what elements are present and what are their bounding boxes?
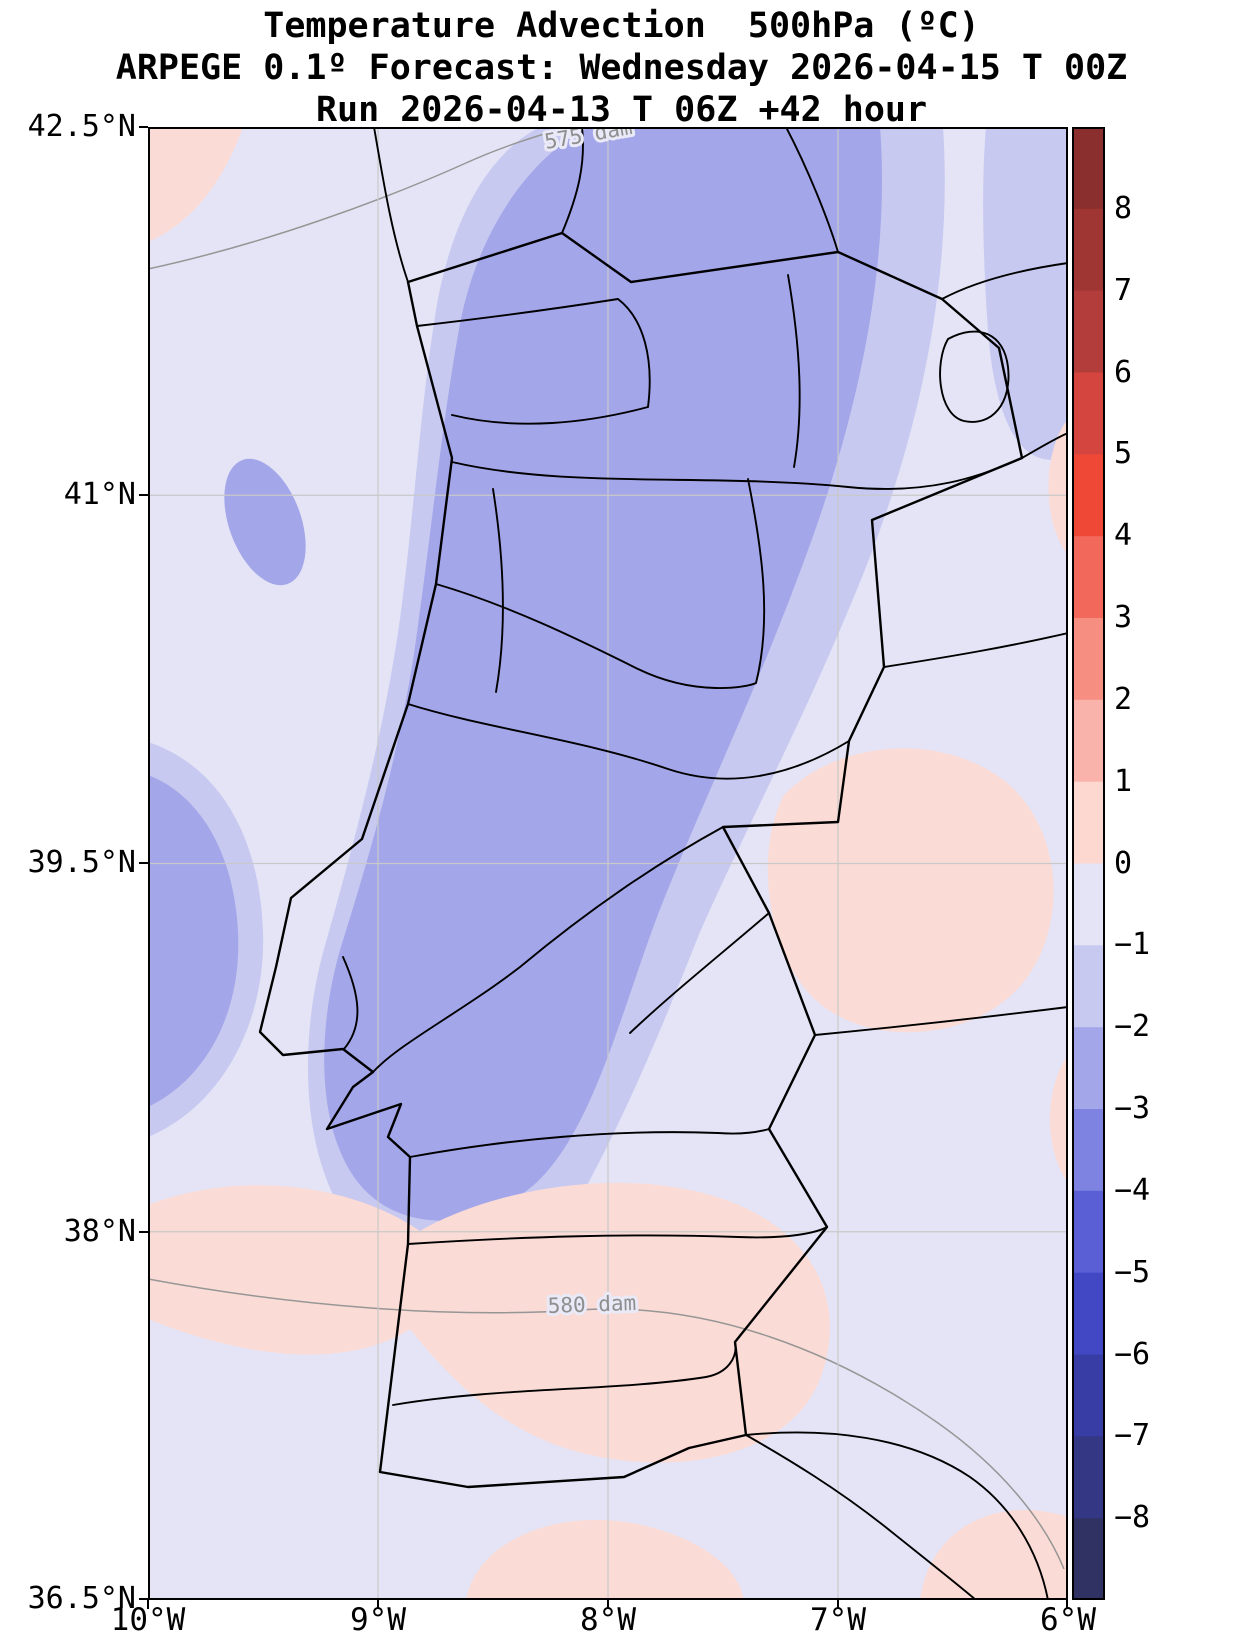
colorbar-tick-label: −1 (1114, 927, 1151, 962)
y-tick-label: 39.5°N (27, 845, 136, 880)
warm-advection-fill-se-corner (920, 1509, 1068, 1600)
portugal-boundary (258, 231, 1024, 1489)
colorbar (1072, 127, 1105, 1600)
warm-advection-fill-edge-strip (1048, 419, 1068, 555)
x-tick-mark (1066, 1600, 1068, 1609)
colorbar-tick-label: −8 (1114, 1500, 1151, 1535)
colorbar-segment (1072, 1354, 1105, 1437)
cold-advection-fill-core (324, 127, 883, 1221)
x-tick-mark (607, 1600, 609, 1609)
colorbar-segment (1072, 618, 1105, 701)
colorbar-tick-label: −3 (1114, 1091, 1151, 1126)
warm-advection-fill-nw (148, 127, 243, 242)
colorbar-segment (1072, 208, 1105, 292)
chart-run-info: Run 2026-04-13 T 06Z +42 hour (315, 90, 928, 130)
warm-advection-fill-east (767, 748, 1054, 1033)
gridlines (148, 127, 1068, 1600)
colorbar-tick-label: 2 (1114, 682, 1133, 717)
colorbar-tick-label: 4 (1114, 518, 1133, 553)
colorbar-segment (1072, 1436, 1105, 1519)
y-tick-label: 38°N (63, 1214, 136, 1249)
x-tick-label: 6°W (1040, 1602, 1096, 1638)
warm-advection-fill-south-edge (466, 1519, 744, 1600)
colorbar-tick-label: 6 (1114, 355, 1133, 390)
geopotential-contour-575 (148, 127, 570, 270)
colorbar-segment (1072, 454, 1105, 537)
spain-province-boundaries (745, 127, 1068, 1600)
colorbar-tick-label: 0 (1114, 846, 1133, 881)
colorbar-segment (1072, 1190, 1105, 1274)
colorbar-segment (1072, 781, 1105, 865)
district-boundaries (342, 274, 1023, 1406)
colorbar-tick-label: 1 (1114, 764, 1133, 799)
colorbar-border (1072, 127, 1105, 1600)
colorbar-segment (1072, 536, 1105, 619)
galicia-coastline (373, 127, 584, 283)
colorbar-segment (1072, 290, 1105, 374)
colorbar-segment (1072, 1027, 1105, 1110)
y-tick-mark (139, 862, 148, 864)
colorbar-tick-label: −7 (1114, 1418, 1151, 1453)
y-tick-mark (139, 1598, 148, 1600)
x-tick-mark (377, 1600, 379, 1609)
colorbar-tick-label: 7 (1114, 273, 1133, 308)
warm-advection-fill-south-band (148, 1182, 830, 1463)
colorbar-tick-label: −6 (1114, 1337, 1151, 1372)
x-tick-mark (147, 1600, 149, 1609)
y-tick-label: 42.5°N (27, 109, 136, 144)
y-tick-label: 41°N (63, 477, 136, 512)
colorbar-segment (1072, 1109, 1105, 1192)
colorbar-segment (1072, 945, 1105, 1028)
colorbar-tick-label: −4 (1114, 1173, 1151, 1208)
cold-advection-fill-core-west (148, 775, 239, 1107)
colorbar-segment (1072, 1272, 1105, 1356)
geopotential-contour-580 (148, 1278, 1065, 1570)
colorbar-tick-label: 3 (1114, 600, 1133, 635)
y-tick-mark (139, 1231, 148, 1233)
plot-border (148, 127, 1068, 1600)
colorbar-segment (1072, 1518, 1105, 1600)
chart-subtitle: ARPEGE 0.1º Forecast: Wednesday 2026-04-… (115, 48, 1128, 88)
cold-advection-fill-offshore-blob (224, 458, 306, 586)
colorbar-segment (1072, 372, 1105, 455)
y-tick-label: 36.5°N (27, 1581, 136, 1616)
colorbar-segment (1072, 127, 1105, 210)
colorbar-tick-label: −5 (1114, 1255, 1151, 1290)
warm-advection-fill-edge-strip (1050, 1055, 1068, 1183)
chart-title: Temperature Advection 500hPa (ºC) (263, 6, 980, 46)
y-tick-mark (139, 126, 148, 128)
colorbar-tick-label: 8 (1114, 191, 1133, 226)
x-tick-mark (837, 1600, 839, 1609)
colorbar-tick-label: −2 (1114, 1009, 1151, 1044)
contour-label-580: 580 dam (547, 1291, 636, 1318)
colorbar-segment (1072, 699, 1105, 783)
y-tick-mark (139, 494, 148, 496)
map-plot-area: 575 dam 580 dam (148, 127, 1068, 1600)
colorbar-segment (1072, 863, 1105, 946)
colorbar-tick-label: 5 (1114, 436, 1133, 471)
